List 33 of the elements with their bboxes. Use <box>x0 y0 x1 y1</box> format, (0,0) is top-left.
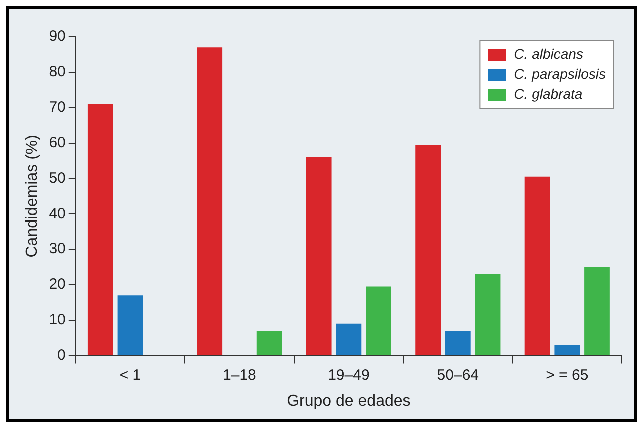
y-tick-label: 60 <box>49 134 66 152</box>
legend-label: C. parapsilosis <box>514 66 606 82</box>
x-tick-label: 1–18 <box>223 366 256 384</box>
bar <box>366 286 392 356</box>
y-tick-label: 70 <box>49 98 66 116</box>
y-axis-title: Candidemias (%) <box>24 135 42 258</box>
y-tick-label: 30 <box>49 240 66 258</box>
x-axis-title: Grupo de edades <box>287 392 411 410</box>
x-tick-label: > = 65 <box>546 366 589 384</box>
bar <box>256 331 282 356</box>
bar <box>475 274 501 356</box>
bar <box>306 157 332 356</box>
legend-label: C. albicans <box>514 46 584 62</box>
bar <box>118 296 144 356</box>
y-tick-label: 40 <box>49 205 66 222</box>
bar <box>336 324 362 356</box>
y-tick-label: 0 <box>58 346 66 364</box>
bar <box>445 331 471 356</box>
y-tick-label: 50 <box>49 170 66 187</box>
y-tick-label: 20 <box>49 276 66 294</box>
bar <box>416 145 441 356</box>
legend-label: C. glabrata <box>514 86 583 102</box>
x-tick-label: 19–49 <box>328 366 370 384</box>
bar <box>554 345 580 356</box>
bar <box>88 104 114 356</box>
x-tick-label: < 1 <box>120 366 142 384</box>
bar <box>584 267 610 356</box>
x-tick-label: 50–64 <box>437 366 480 384</box>
y-tick-label: 10 <box>49 312 66 329</box>
bar <box>197 48 223 356</box>
bar <box>524 176 550 356</box>
y-tick-label: 90 <box>49 28 66 46</box>
y-tick-label: 80 <box>49 64 66 81</box>
